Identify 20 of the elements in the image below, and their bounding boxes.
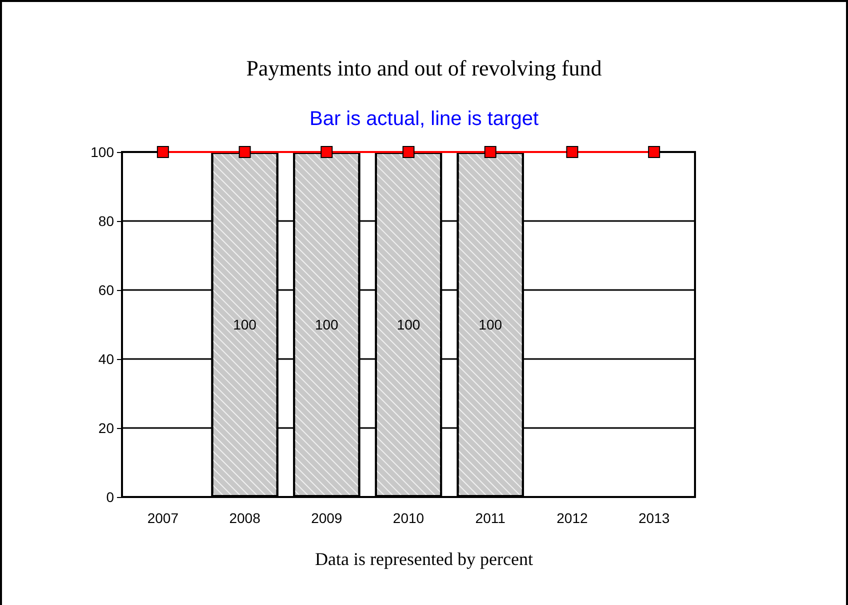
- data-label: 100: [233, 316, 257, 332]
- y-tick-label: 100: [90, 144, 114, 160]
- x-tick-label: 2013: [638, 510, 670, 526]
- x-tick-label: 2008: [229, 510, 261, 526]
- x-tick-label: 2010: [392, 510, 424, 526]
- x-tick-label: 2007: [147, 510, 179, 526]
- x-tick-label: 2012: [556, 510, 588, 526]
- y-tick-label: 80: [98, 213, 114, 229]
- data-label: 100: [396, 316, 420, 332]
- y-tick-label: 20: [98, 420, 114, 436]
- chart-subtitle: Bar is actual, line is target: [310, 108, 539, 130]
- text: Data is represented by percent: [315, 549, 533, 569]
- x-tick-label: 2009: [311, 510, 342, 526]
- x-tick-label: 2011: [475, 510, 506, 526]
- data-label: 100: [314, 316, 339, 332]
- y-tick-label: 60: [98, 282, 114, 298]
- data-label: 100: [478, 316, 502, 332]
- y-tick-label: 0: [106, 489, 114, 505]
- y-tick-label: 40: [98, 351, 114, 367]
- chart-title: Payments into and out of revolving fund: [246, 56, 602, 80]
